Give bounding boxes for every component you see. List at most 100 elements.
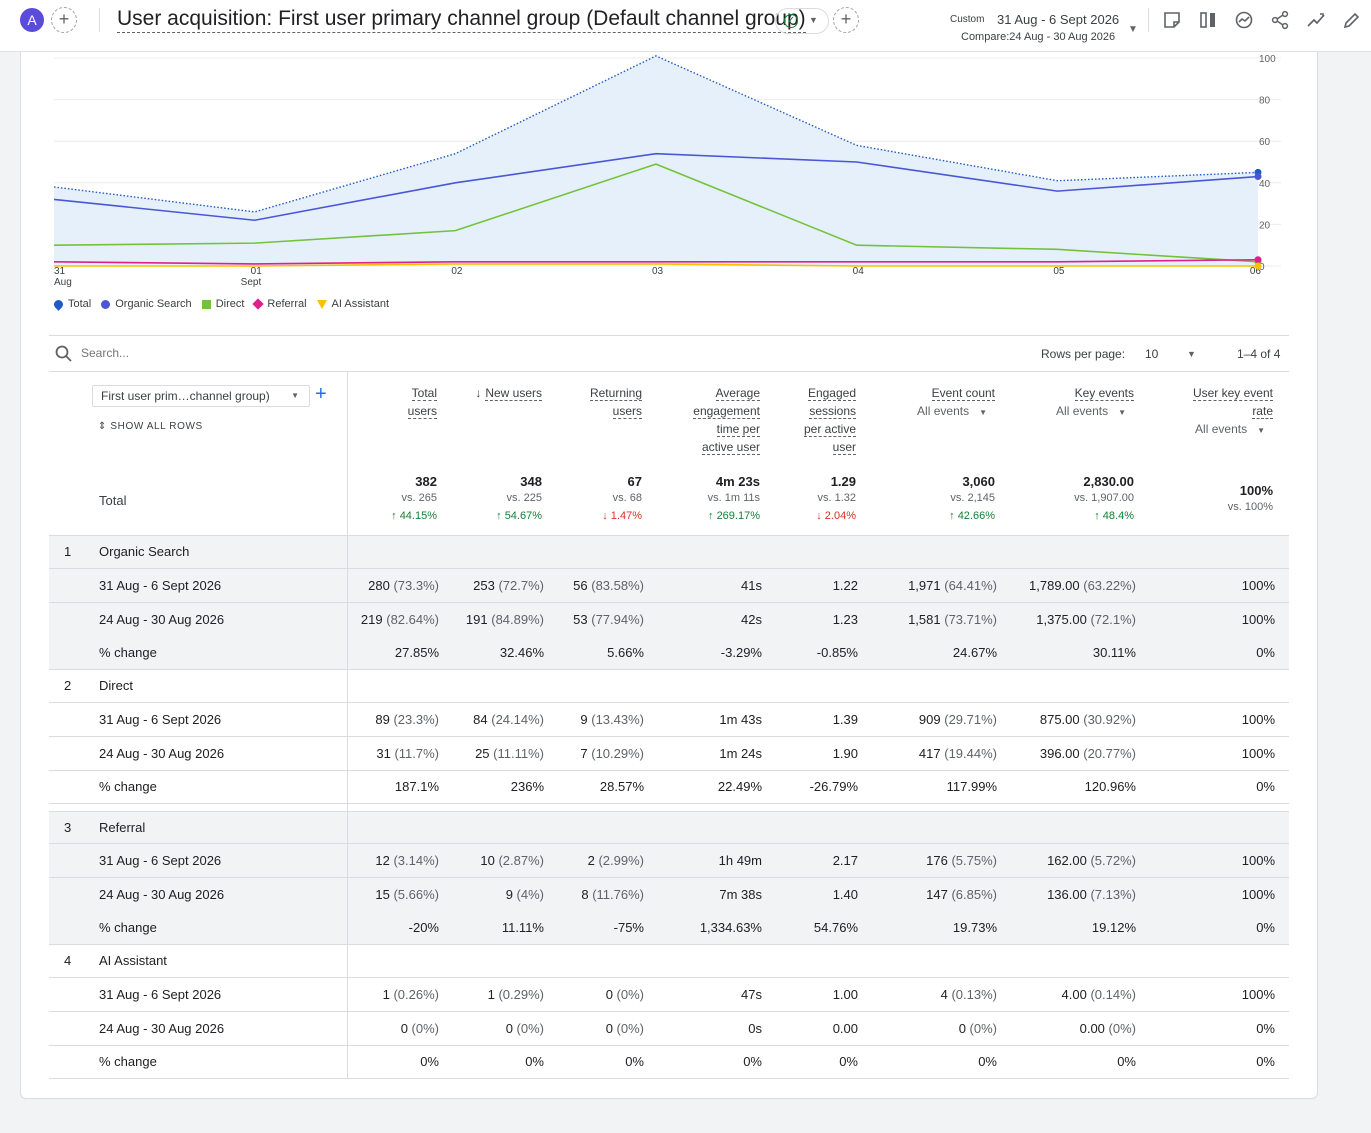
total-compare: vs. 1.32	[817, 492, 856, 504]
legend-item[interactable]: Organic Search	[101, 298, 192, 310]
divider	[49, 371, 1289, 372]
chevron-down-icon[interactable]: ▼	[1187, 349, 1196, 359]
cell-value: 56	[573, 578, 588, 593]
table-row[interactable]: 24 Aug - 30 Aug 2026 0 (0%) 0 (0%) 0 (0%) 0s…	[49, 1011, 1289, 1046]
metric-filter-select[interactable]: All events	[1195, 422, 1248, 436]
x-tick-label: 06	[1250, 266, 1262, 277]
table-row[interactable]: % change 27.85% 32.46% 5.66% -3.29% -0.85% 24.…	[49, 636, 1289, 670]
total-value: 348	[520, 474, 542, 489]
cell-value: 1.90	[832, 745, 858, 761]
column-header[interactable]: Key events All events ▼	[1056, 384, 1134, 422]
pagination-info: 1–4 of 4	[1237, 347, 1281, 361]
group-row[interactable]: 1 Organic Search	[49, 536, 1289, 569]
table-row[interactable]: 31 Aug - 6 Sept 2026 1 (0.26%) 1 (0.29%) 0 …	[49, 978, 1289, 1012]
table-row[interactable]: 31 Aug - 6 Sept 2026 12 (3.14%) 10 (2.87%)…	[49, 844, 1289, 878]
table-row[interactable]: % change 187.1% 236% 28.57% 22.49% -26.79% 117…	[49, 770, 1289, 804]
row-label: % change	[99, 645, 157, 660]
column-header[interactable]: Event count All events ▼	[917, 384, 995, 422]
table-row[interactable]: % change -20% 11.11% -75% 1,334.63% 54.76% 19.…	[49, 911, 1289, 945]
insights-icon[interactable]	[1234, 10, 1254, 30]
compare-range[interactable]: Compare:24 Aug - 30 Aug 2026	[961, 31, 1116, 43]
avatar[interactable]: A	[20, 8, 44, 32]
cell-share: (2.99%)	[598, 853, 644, 868]
trending-icon[interactable]	[1306, 10, 1326, 30]
cell-value: 11.11%	[501, 920, 544, 935]
total-cell: 3,060 vs. 2,145 ↑ 42.66%	[949, 474, 995, 528]
cell-value: 0	[605, 1020, 613, 1036]
table-row[interactable]: 31 Aug - 6 Sept 2026 89 (23.3%) 84 (24.14%…	[49, 703, 1289, 737]
legend-item[interactable]: Referral	[252, 298, 307, 310]
report-card: 0 20 40 60 80 100 31 Aug 01 Sept 02 03 04 05 06 Total O…	[20, 52, 1318, 1099]
chevron-down-icon[interactable]: ▼	[1257, 426, 1265, 435]
total-compare: vs. 100%	[1227, 501, 1273, 513]
cell-value: 0.00	[832, 1020, 858, 1036]
column-header[interactable]: User key event rate All events ▼	[1192, 384, 1273, 440]
total-compare: vs. 265	[401, 492, 437, 504]
date-chevron-icon[interactable]: ▼	[1128, 24, 1138, 35]
group-name: Direct	[99, 678, 133, 693]
table-row[interactable]: 31 Aug - 6 Sept 2026 280 (73.3%) 253 (72.7…	[49, 569, 1289, 603]
dimension-select[interactable]: First user prim…channel group) ▼	[92, 385, 310, 407]
cell-value: 0%	[625, 1054, 644, 1069]
cell-value: 280	[368, 578, 390, 593]
arrow-down-icon: ↓	[602, 510, 611, 522]
cell-value: 1,375.00	[1036, 611, 1087, 627]
add-dimension-button[interactable]: +	[315, 383, 327, 405]
group-row[interactable]: 4 AI Assistant	[49, 945, 1289, 978]
column-header-label: Key events	[1074, 386, 1134, 401]
group-row[interactable]: 3 Referral	[49, 811, 1289, 845]
column-header-label: Engaged	[807, 386, 856, 401]
column-header[interactable]: Total users	[407, 384, 437, 420]
cell-value: 0	[400, 1020, 408, 1036]
add-comparison-button[interactable]: +	[51, 7, 77, 33]
column-header[interactable]: Average engagement time per active user	[693, 384, 760, 456]
cell-share: (0.13%)	[951, 987, 997, 1002]
table-cell: 1,581 (73.71%)	[908, 612, 997, 627]
add-filter-button[interactable]: +	[833, 7, 859, 33]
compare-icon[interactable]	[1198, 10, 1218, 30]
search-input[interactable]	[81, 346, 381, 360]
total-compare: vs. 225	[506, 492, 542, 504]
edit-icon[interactable]	[1342, 10, 1362, 30]
legend-item[interactable]: Direct	[201, 298, 244, 310]
report-title[interactable]: User acquisition: First user primary cha…	[117, 6, 806, 33]
column-header[interactable]: Engaged sessions per active user	[803, 384, 856, 456]
metric-filter-select[interactable]: All events	[1056, 404, 1109, 418]
share-icon[interactable]	[1270, 10, 1290, 30]
total-compare: vs. 1,907.00	[1074, 492, 1134, 504]
column-header[interactable]: ↓ New users	[475, 384, 542, 402]
chevron-down-icon[interactable]: ▼	[1118, 408, 1126, 417]
date-preset-label[interactable]: Custom	[950, 14, 985, 25]
rows-per-page-select[interactable]: 10	[1145, 347, 1159, 361]
legend-item[interactable]: AI Assistant	[316, 298, 389, 310]
cell-value: 19.73%	[952, 920, 997, 935]
sort-arrow-icon[interactable]: ↓	[475, 386, 482, 400]
cell-share: (0.29%)	[498, 987, 544, 1002]
chevron-down-icon[interactable]: ▼	[979, 408, 987, 417]
table-row[interactable]: 24 Aug - 30 Aug 2026 31 (11.7%) 25 (11.11%…	[49, 736, 1289, 771]
column-divider	[347, 770, 348, 804]
cell-value: 136.00	[1047, 886, 1087, 902]
table-cell: 1,334.63%	[700, 920, 762, 935]
cell-share: (0%)	[969, 1020, 997, 1036]
table-cell: 0s	[748, 1021, 762, 1036]
y-tick-label: 0	[1259, 262, 1265, 273]
cell-value: -3.29%	[720, 645, 762, 660]
series-line-referral	[53, 258, 1259, 265]
show-all-rows-button[interactable]: ⇕ SHOW ALL ROWS	[98, 421, 203, 432]
group-row[interactable]: 2 Direct	[49, 670, 1289, 703]
column-header[interactable]: Returning users	[589, 384, 642, 420]
cell-value: 396.00	[1039, 745, 1080, 761]
table-row[interactable]: 24 Aug - 30 Aug 2026 219 (82.64%) 191 (84.…	[49, 602, 1289, 637]
table-row[interactable]: 24 Aug - 30 Aug 2026 15 (5.66%) 9 (4%) 8 (1…	[49, 877, 1289, 912]
table-row[interactable]: % change 0% 0% 0% 0% 0% 0% 0% 0%	[49, 1045, 1289, 1079]
metric-filter-select[interactable]: All events	[917, 404, 970, 418]
series-end-point	[1254, 173, 1262, 181]
status-dropdown[interactable]: ✓ ▼	[775, 8, 829, 34]
notes-icon[interactable]	[1162, 10, 1182, 30]
row-label: % change	[99, 1054, 157, 1069]
legend-item[interactable]: Total	[52, 297, 91, 311]
date-range[interactable]: 31 Aug - 6 Sept 2026	[997, 12, 1120, 27]
y-tick-label: 20	[1259, 220, 1271, 231]
